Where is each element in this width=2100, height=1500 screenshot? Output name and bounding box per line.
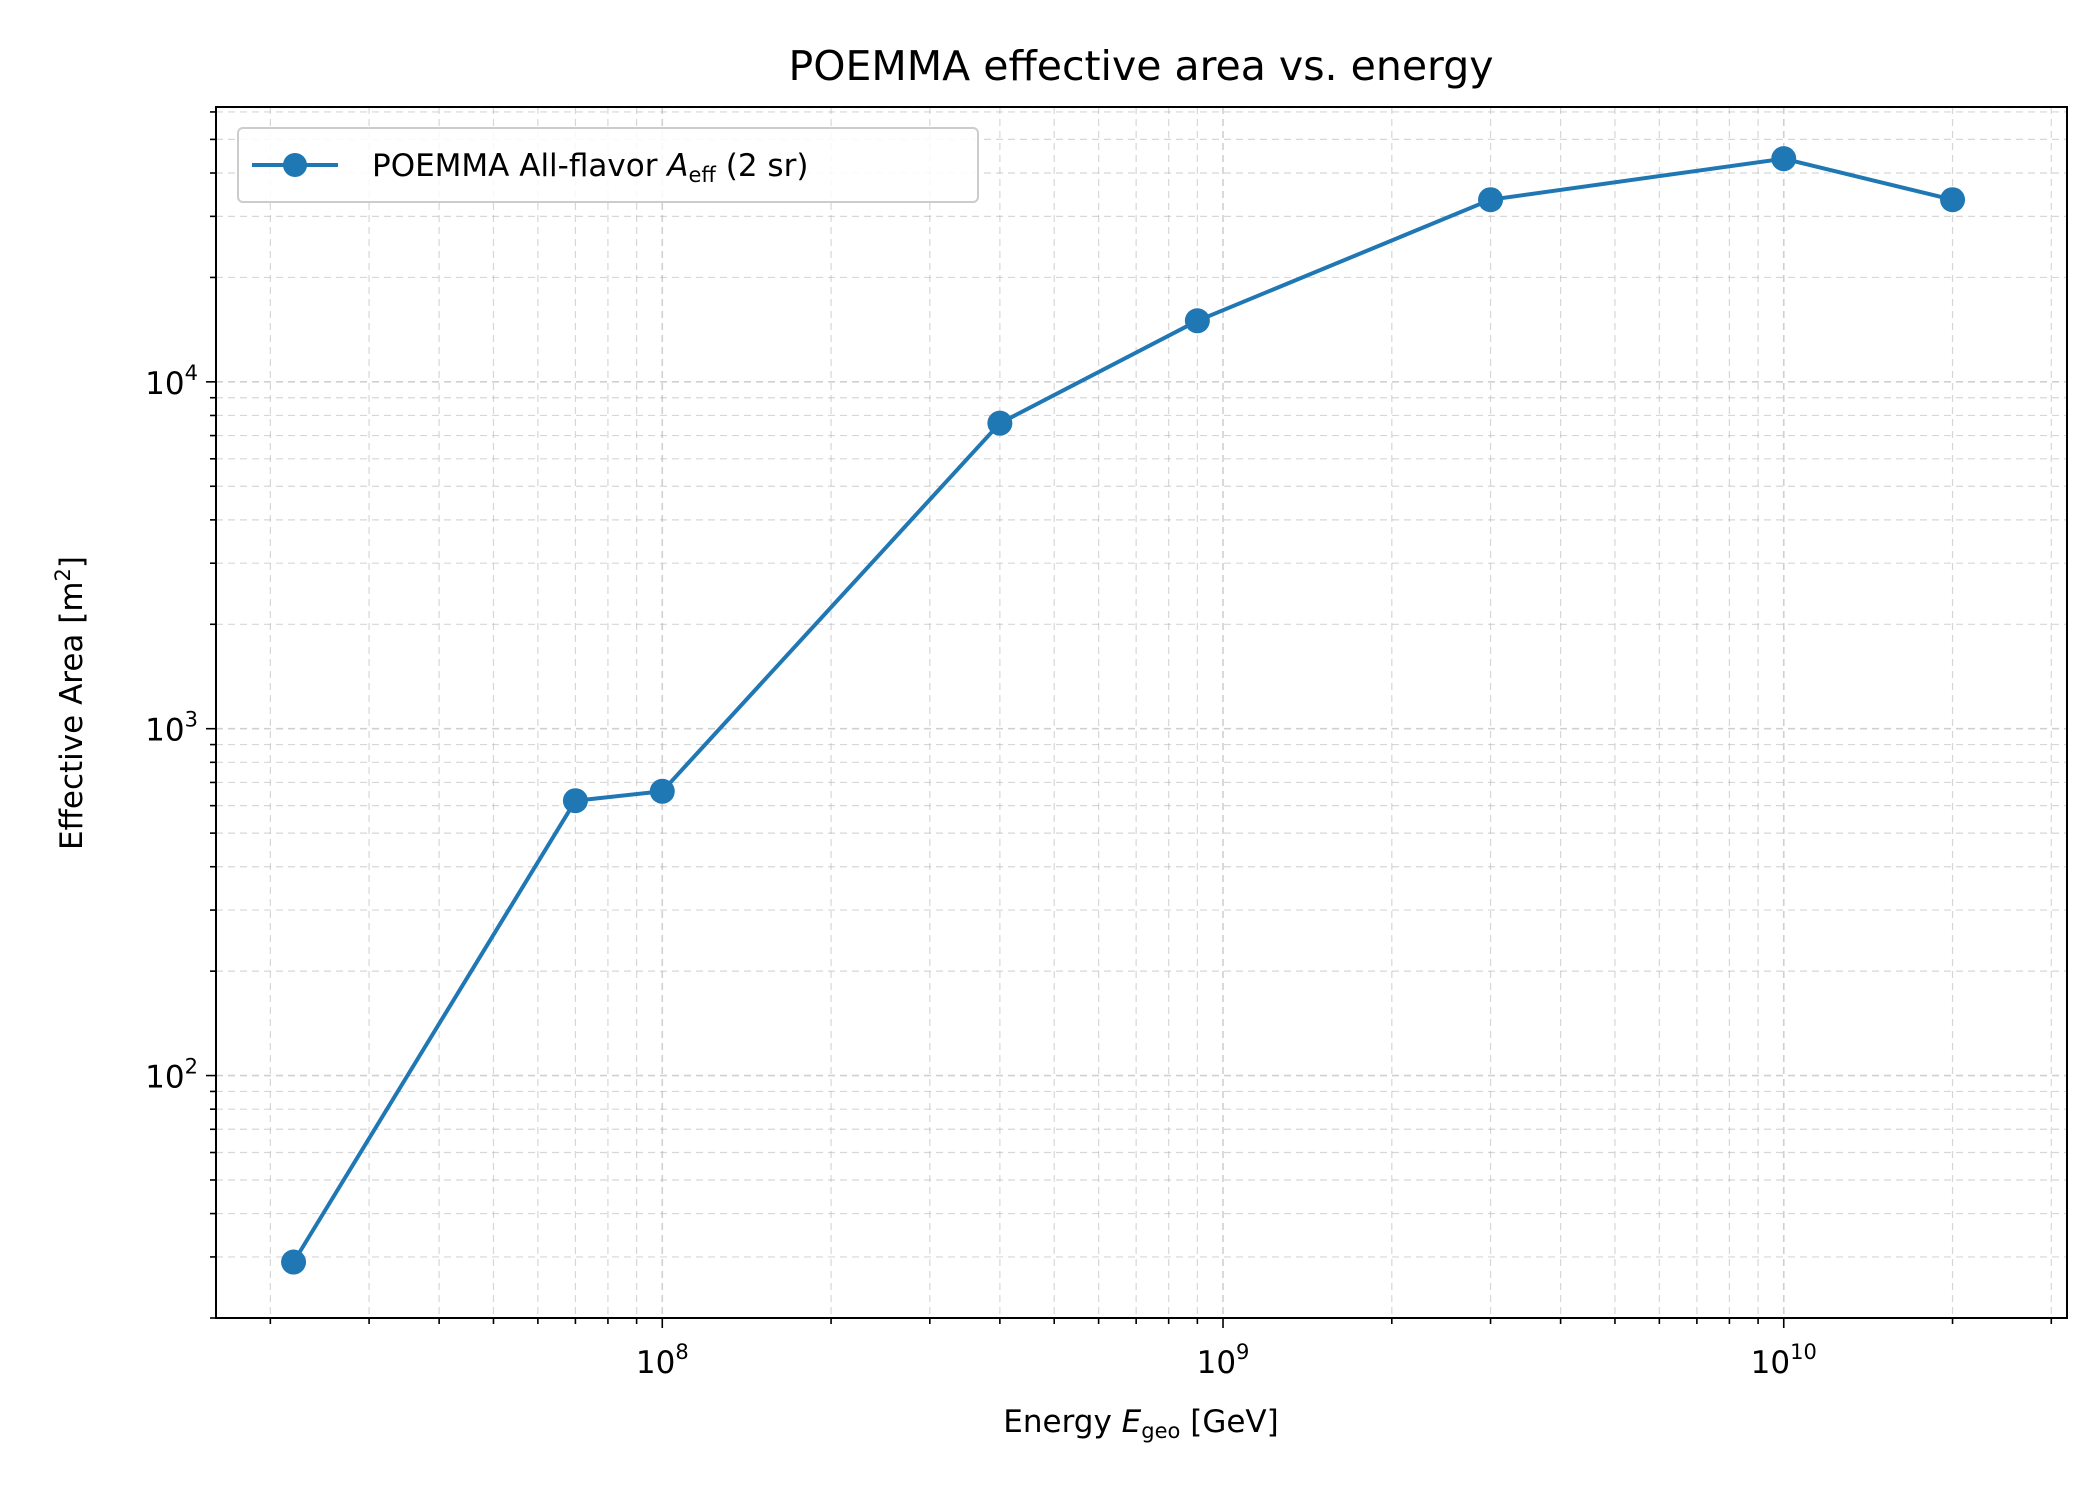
legend-box	[237, 127, 979, 203]
chart-title: POEMMA effective area vs. energy	[789, 42, 1494, 90]
series-line	[291, 156, 1953, 1264]
x-tick-label: 109	[1197, 1340, 1250, 1381]
data-point	[1184, 308, 1210, 334]
data-point	[1478, 187, 1504, 213]
data-point	[1771, 146, 1797, 172]
x-axis-label: Energy Egeo [GeV]	[1003, 1404, 1278, 1443]
y-axis-label: Effective Area [m2]	[51, 556, 90, 850]
data-point	[562, 788, 588, 814]
ticks: 108 109 1010 102 103 104	[145, 111, 2053, 1381]
legend: POEMMA All-flavor Aeff (2 sr)	[237, 127, 979, 203]
y-tick-label: 103	[145, 708, 198, 749]
data-layer	[281, 146, 1966, 1275]
data-point	[649, 778, 675, 804]
grid	[216, 107, 2067, 1319]
data-point	[987, 410, 1013, 436]
y-tick-label: 104	[145, 361, 198, 402]
y-tick-label: 102	[145, 1055, 198, 1096]
x-tick-label: 1010	[1751, 1340, 1817, 1381]
data-point	[1940, 187, 1966, 213]
legend-marker-swatch	[283, 153, 307, 177]
x-tick-label: 108	[636, 1340, 689, 1381]
data-point	[281, 1249, 307, 1275]
plot-frame	[215, 106, 2068, 1319]
legend-label: POEMMA All-flavor Aeff (2 sr)	[372, 148, 808, 187]
